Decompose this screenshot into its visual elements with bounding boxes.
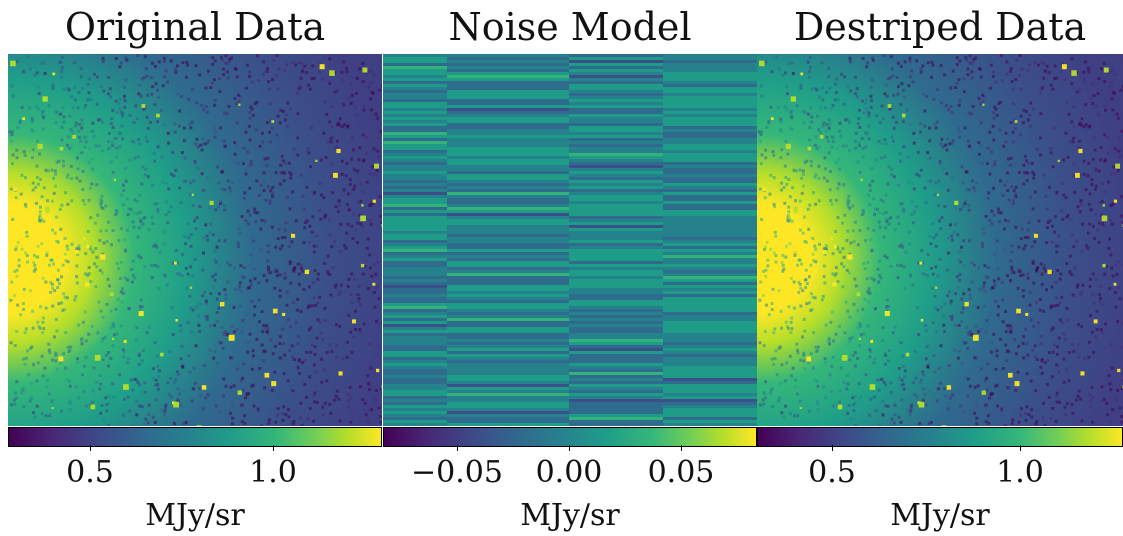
colorbar-unit-label: MJy/sr <box>145 498 245 533</box>
colorbar-tick-label: 0.5 <box>808 455 856 490</box>
colorbar-tick <box>457 445 458 451</box>
colorbar-destriped <box>757 427 1123 447</box>
original-data-image <box>8 54 382 426</box>
colorbar-tick-label: 0.05 <box>647 455 715 490</box>
colorbar-tick-label: −0.05 <box>411 455 503 490</box>
noise-model-image <box>383 54 757 426</box>
colorbar-noise <box>383 427 757 447</box>
colorbar-tick-label: 0.00 <box>535 455 603 490</box>
panel-title: Noise Model <box>448 5 692 49</box>
colorbar-unit-label: MJy/sr <box>520 498 620 533</box>
colorbar-unit-label: MJy/sr <box>890 498 990 533</box>
colorbar-tick <box>273 445 274 451</box>
colorbar-tick-label: 0.5 <box>66 455 114 490</box>
panel-destriped-data: Destriped Data 0.5 1.0 MJy/s <box>757 0 1123 536</box>
panel-title: Original Data <box>64 5 326 49</box>
colorbar-tick <box>1020 445 1021 451</box>
panel-noise-model: Noise Model −0.05 0.00 0.05 MJy/sr <box>383 0 757 536</box>
destriped-data-image <box>757 54 1123 426</box>
panel-original-data: Original Data 0.5 1.0 MJy/sr <box>8 0 382 536</box>
colorbar-tick-label: 1.0 <box>996 455 1044 490</box>
colorbar-tick <box>681 445 682 451</box>
colorbar-tick <box>569 445 570 451</box>
colorbar-tick <box>832 445 833 451</box>
colorbar-tick-label: 1.0 <box>249 455 297 490</box>
panel-title: Destriped Data <box>793 5 1087 49</box>
colorbar-original <box>8 427 382 447</box>
colorbar-tick <box>90 445 91 451</box>
